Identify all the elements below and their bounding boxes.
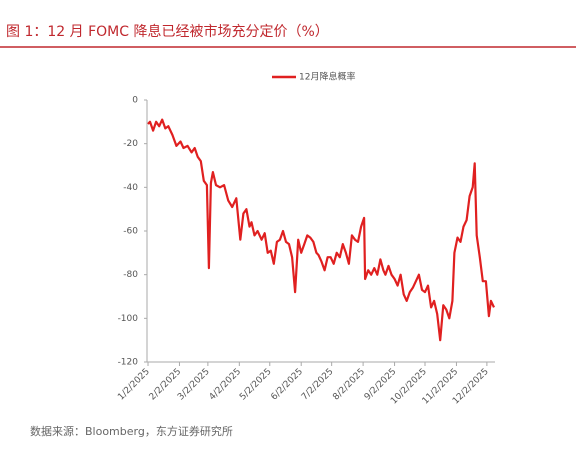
y-tick-label: -20 (123, 139, 138, 149)
chart-title: 图 1：12 月 FOMC 降息已经被市场充分定价（%） (6, 23, 329, 40)
y-tick-label: -40 (123, 183, 138, 193)
y-tick-label: -120 (118, 358, 139, 368)
y-tick-label: -60 (123, 227, 138, 237)
x-tick-label: 5/2/2025 (238, 367, 274, 403)
series-line (147, 118, 495, 342)
x-tick-label: 1/2/2025 (116, 367, 152, 403)
x-tick-label: 4/2/2025 (208, 367, 244, 403)
x-tick-label: 6/2/2025 (269, 367, 305, 403)
y-tick-label: -80 (123, 270, 138, 280)
source-note: 数据来源：Bloomberg，东方证券研究所 (30, 424, 233, 438)
x-tick-label: 8/2/2025 (331, 367, 367, 403)
x-tick-label: 7/2/2025 (300, 367, 336, 403)
legend-label: 12月降息概率 (299, 71, 355, 83)
y-tick-label: -100 (118, 314, 139, 324)
y-tick-label: 0 (132, 96, 138, 106)
